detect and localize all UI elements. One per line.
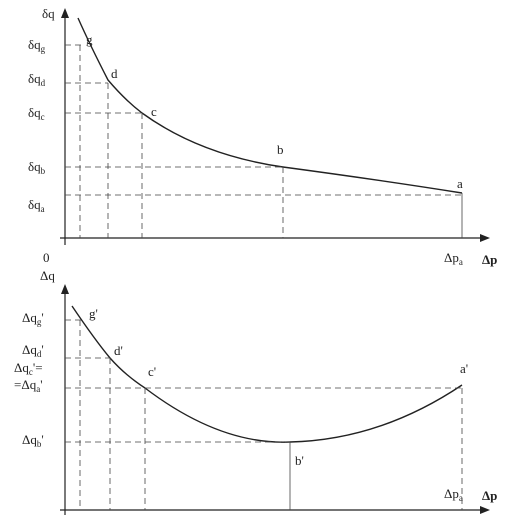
point-label: d bbox=[111, 66, 118, 81]
curve bbox=[77, 17, 463, 194]
label-sub: a bbox=[459, 493, 463, 503]
label-base: Δq bbox=[22, 432, 37, 447]
label: δqg bbox=[28, 37, 46, 54]
point-label: c' bbox=[148, 364, 156, 379]
point-label: a bbox=[457, 176, 463, 191]
point-label: a' bbox=[460, 361, 468, 376]
label: Δpa bbox=[444, 486, 463, 503]
guides bbox=[65, 44, 463, 238]
y-axis-label: Δq bbox=[40, 268, 55, 283]
x-axis-label: Δp bbox=[482, 488, 497, 503]
point-label: g' bbox=[89, 306, 98, 321]
label-suffix: ' bbox=[41, 432, 43, 447]
label-base: Δp bbox=[444, 486, 459, 501]
point-label: c bbox=[151, 104, 157, 119]
arrow bbox=[61, 284, 69, 294]
label-base: Δq bbox=[22, 310, 37, 325]
label-suffix: ' bbox=[40, 377, 42, 392]
label-sub: g bbox=[41, 44, 46, 54]
arrow bbox=[480, 234, 490, 242]
label: Δpa bbox=[444, 250, 463, 267]
label-sub: a bbox=[459, 257, 463, 267]
arrow bbox=[480, 506, 490, 514]
label-sub: c bbox=[41, 112, 45, 122]
label: Δqg' bbox=[22, 310, 44, 327]
label-sub: g bbox=[37, 317, 42, 327]
label-base: δq bbox=[28, 105, 41, 120]
label-base: Δp bbox=[444, 250, 459, 265]
label-sub: a bbox=[36, 384, 40, 394]
point-label: b' bbox=[295, 453, 304, 468]
label-base: δq bbox=[28, 37, 41, 52]
label: δqa bbox=[28, 197, 45, 214]
label-suffix: '= bbox=[33, 360, 43, 375]
label-base: =Δq bbox=[14, 377, 37, 392]
label-base: δq bbox=[28, 71, 41, 86]
point-label: d' bbox=[114, 343, 123, 358]
y-axis-label: δq bbox=[42, 6, 55, 21]
label: δqb bbox=[28, 159, 46, 176]
label: Δqb' bbox=[22, 432, 44, 449]
label-sub: b bbox=[37, 439, 42, 449]
label-base: Δq bbox=[14, 360, 29, 375]
label: Δqd' bbox=[22, 342, 44, 359]
label-suffix: ' bbox=[41, 342, 43, 357]
label-sub: d bbox=[41, 78, 46, 88]
guides bbox=[65, 319, 463, 510]
label-sub: b bbox=[41, 166, 46, 176]
label-sub: c bbox=[29, 367, 33, 377]
label-suffix: ' bbox=[41, 310, 43, 325]
point-label: g bbox=[86, 32, 93, 47]
origin-label: 0 bbox=[43, 250, 50, 265]
label: δqd bbox=[28, 71, 46, 88]
label-sub: a bbox=[41, 204, 45, 214]
x-axis-label: Δp bbox=[482, 252, 497, 267]
label-base: δq bbox=[28, 197, 41, 212]
label: δqc bbox=[28, 105, 45, 122]
label: =Δqa' bbox=[14, 377, 43, 394]
curve bbox=[71, 305, 463, 443]
arrow bbox=[61, 8, 69, 18]
label-base: Δq bbox=[22, 342, 37, 357]
label-sub: d bbox=[37, 349, 42, 359]
point-label: b bbox=[277, 142, 284, 157]
label-base: δq bbox=[28, 159, 41, 174]
label: Δqc'= bbox=[14, 360, 43, 377]
